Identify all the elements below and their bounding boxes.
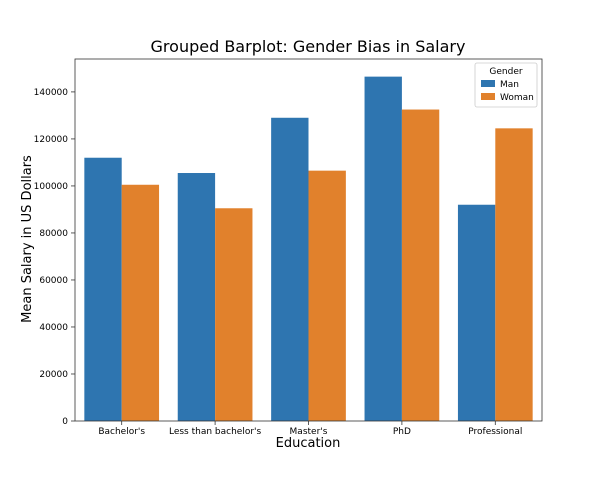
x-tick-label: Master's xyxy=(290,427,328,437)
bar-man-4 xyxy=(457,204,496,421)
legend-label-man: Man xyxy=(500,80,519,90)
x-tick-label: Professional xyxy=(468,427,522,437)
legend-swatch-woman xyxy=(481,93,495,100)
bar-man-0 xyxy=(84,157,122,422)
bar-woman-3 xyxy=(401,109,440,421)
y-tick-label: 20000 xyxy=(39,370,68,380)
bar-woman-1 xyxy=(215,208,253,421)
bar-woman-4 xyxy=(495,128,533,421)
y-tick-label: 100000 xyxy=(34,182,69,192)
legend-swatch-man xyxy=(481,80,495,87)
x-tick-label: Bachelor's xyxy=(98,427,145,437)
y-tick-label: 80000 xyxy=(39,229,68,239)
legend: Gender Man Woman xyxy=(474,62,538,108)
bar-man-2 xyxy=(271,117,309,422)
x-tick-label: Less than bachelor's xyxy=(169,427,262,437)
bar-man-1 xyxy=(177,173,216,421)
x-axis: Bachelor's Less than bachelor's Master's Ph… xyxy=(98,421,522,437)
y-tick-label: 120000 xyxy=(34,135,69,145)
bar-woman-2 xyxy=(308,170,346,421)
bar-man-3 xyxy=(364,76,402,421)
plot-frame xyxy=(74,58,543,422)
y-tick-label: 140000 xyxy=(34,88,69,98)
y-axis: 0 20000 40000 60000 80000 100000 120000 140000 xyxy=(34,88,75,427)
legend-title: Gender xyxy=(489,67,522,77)
legend-label-woman: Woman xyxy=(500,93,534,103)
y-tick-label: 40000 xyxy=(39,323,68,333)
x-tick-label: PhD xyxy=(393,427,411,437)
y-tick-label: 60000 xyxy=(39,276,68,286)
y-axis-label: Mean Salary in US Dollars xyxy=(20,155,35,323)
x-axis-label: Education xyxy=(276,436,341,451)
chart-title: Grouped Barplot: Gender Bias in Salary xyxy=(151,37,466,56)
bar-woman-0 xyxy=(121,184,160,421)
y-tick-label: 0 xyxy=(62,417,68,427)
bars-group xyxy=(84,76,533,422)
